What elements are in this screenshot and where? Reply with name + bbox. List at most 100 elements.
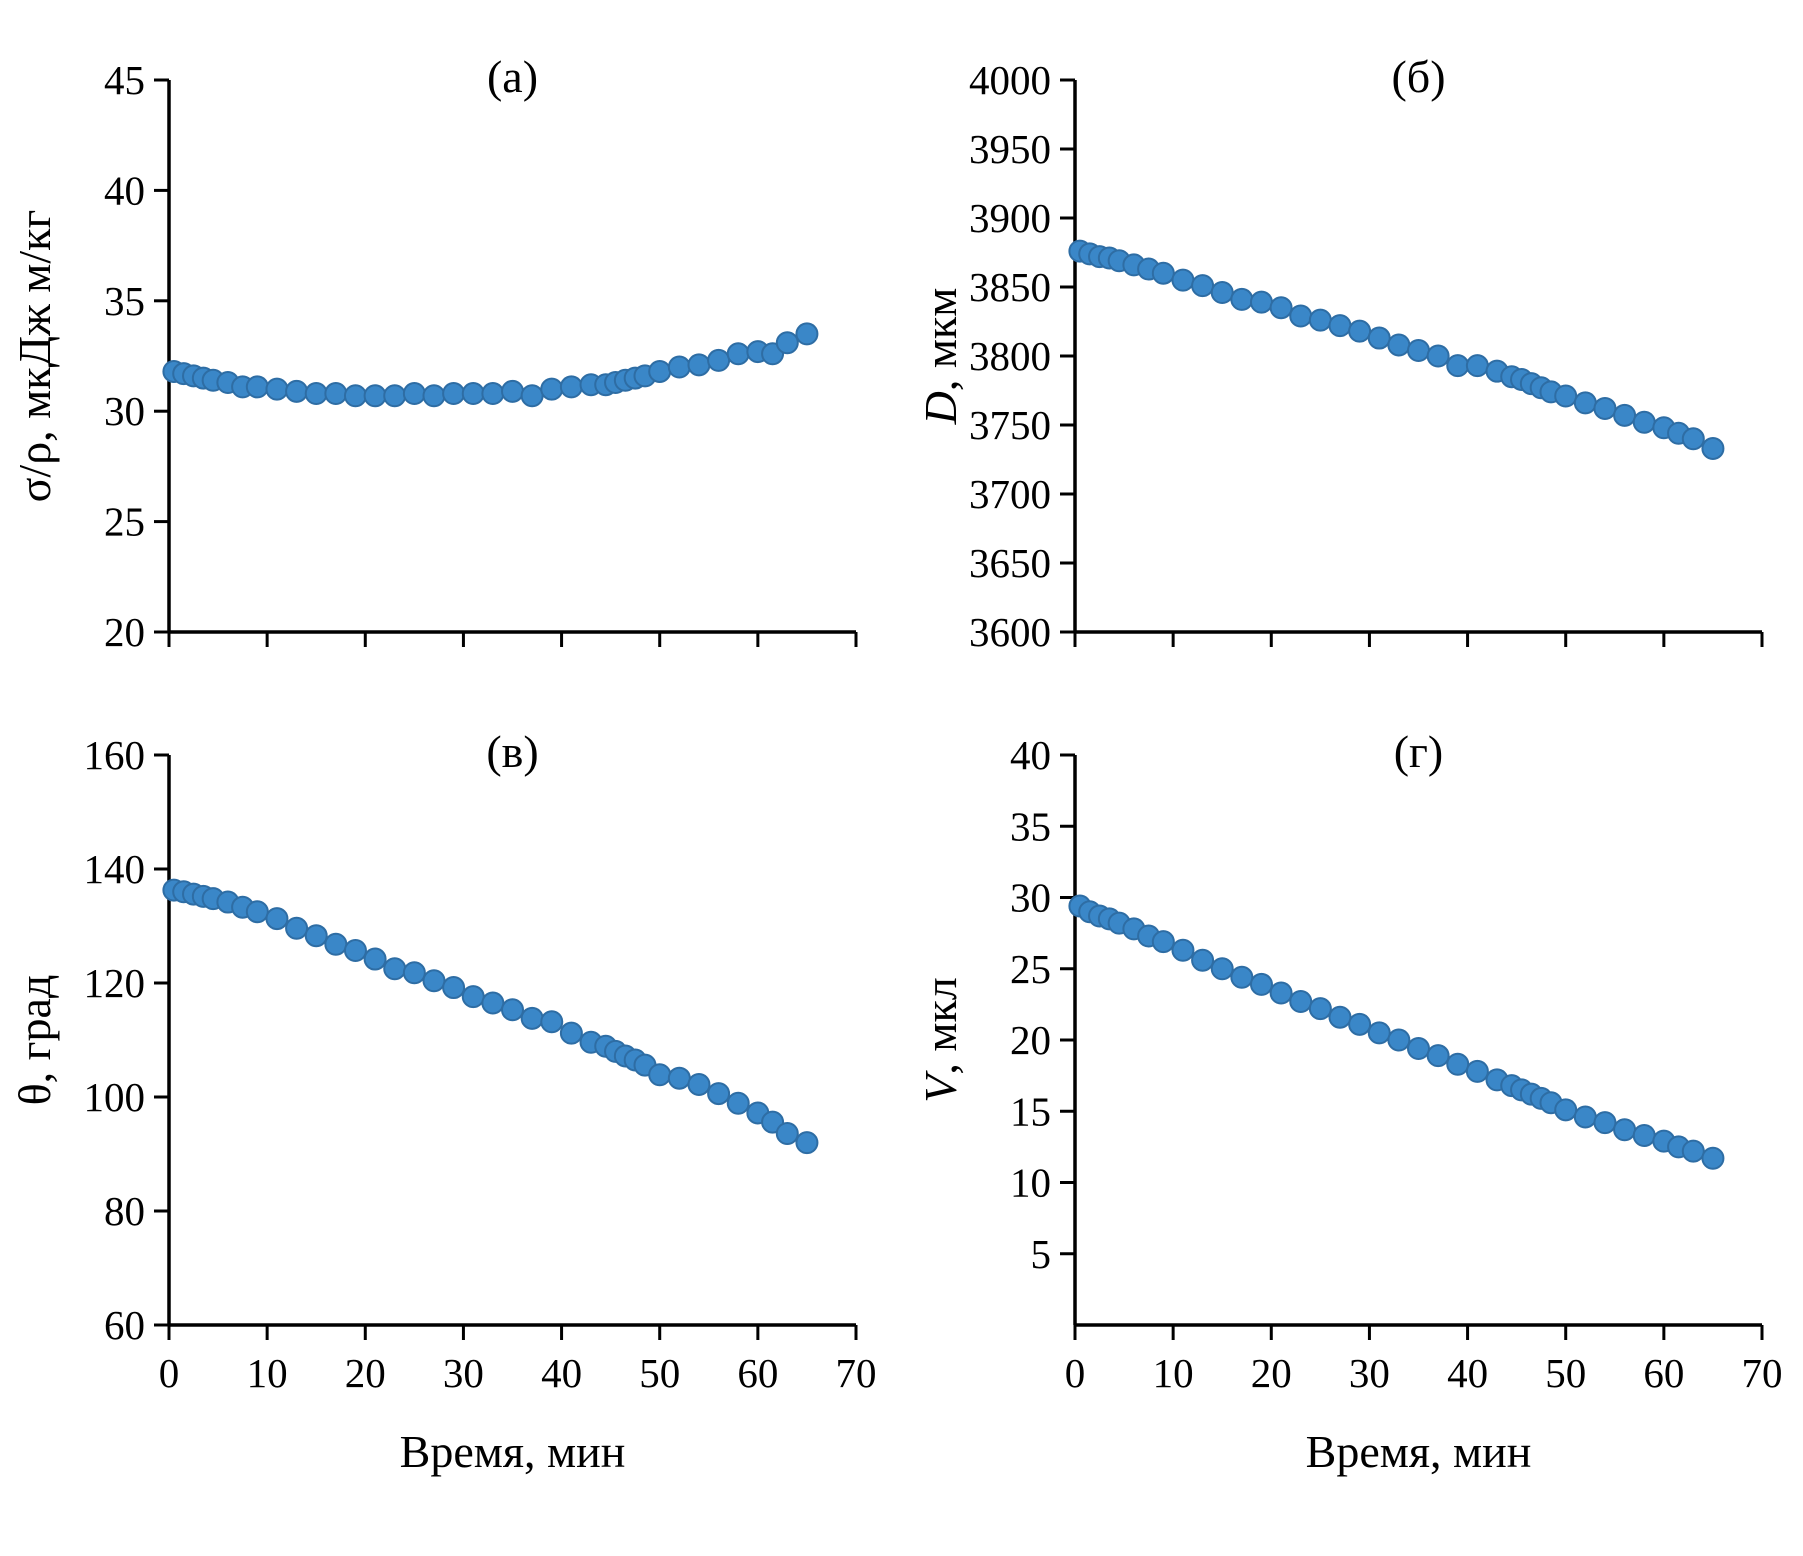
data-point <box>1249 972 1273 996</box>
panel-title: (б) <box>1391 51 1445 102</box>
data-point <box>559 375 583 399</box>
panel-a-scatter-chart: 20 25 30 35 40 45 (а) σ/ρ, мкДж м/кг <box>4 18 894 668</box>
data-point <box>265 907 289 931</box>
y-tick-label: 3900 <box>969 195 1051 241</box>
data-point <box>402 382 426 406</box>
x-tick-label: 70 <box>1742 1350 1783 1396</box>
data-point <box>1446 1052 1470 1076</box>
data-point <box>324 932 348 956</box>
data-point <box>1407 1037 1430 1061</box>
data-point <box>1328 1005 1352 1029</box>
data-point <box>648 359 672 383</box>
y-tick-label: 35 <box>1010 803 1051 849</box>
data-point <box>559 1021 583 1045</box>
data-point <box>1191 274 1215 298</box>
x-axis-title: Время, мин <box>1306 1426 1532 1477</box>
data-point <box>343 939 367 963</box>
data-point <box>481 382 505 406</box>
data-point <box>1230 965 1254 989</box>
data-point <box>363 947 387 971</box>
data-point <box>1593 396 1617 420</box>
data-point <box>1387 1028 1411 1052</box>
data-point <box>1701 1146 1725 1170</box>
y-tick-label: 160 <box>84 732 146 778</box>
data-point <box>707 348 731 372</box>
panel-b-scatter-chart: 3600 3650 3700 3750 3800 3850 3900 3950 4000 (б) D… <box>910 18 1800 668</box>
y-tick-label: 3950 <box>969 126 1051 172</box>
data-point <box>1210 281 1234 305</box>
data-point <box>687 353 711 377</box>
y-tick-label: 25 <box>1010 946 1051 992</box>
data-point <box>520 1006 544 1030</box>
data-point <box>461 985 485 1009</box>
figure-grid: 20 25 30 35 40 45 (а) σ/ρ, мкДж м/кг 3600 3650 37… <box>4 18 1800 1513</box>
data-point <box>1554 384 1578 408</box>
data-point <box>1191 948 1215 972</box>
data-point <box>304 924 328 948</box>
y-tick-label: 20 <box>1010 1017 1051 1063</box>
data-point <box>1230 287 1254 311</box>
data-point <box>1387 333 1411 357</box>
data-point <box>1308 997 1332 1021</box>
x-tick-label: 70 <box>836 1350 877 1396</box>
data-point <box>520 384 544 408</box>
y-tick-label: 35 <box>104 278 145 324</box>
data-point <box>1426 1044 1450 1068</box>
data-point <box>1446 354 1470 378</box>
x-tick-label: 0 <box>1065 1350 1086 1396</box>
y-tick-label: 3850 <box>969 264 1051 310</box>
y-tick-label: 40 <box>1010 732 1051 778</box>
data-point <box>1593 1111 1617 1135</box>
data-point <box>1328 314 1352 338</box>
y-tick-label: 10 <box>1010 1160 1051 1206</box>
x-tick-label: 20 <box>1251 1350 1292 1396</box>
panel-title: (в) <box>486 726 538 777</box>
data-point <box>540 377 564 401</box>
data-point <box>1367 1021 1391 1045</box>
data-point <box>707 1082 731 1106</box>
data-point <box>1348 1012 1372 1036</box>
x-tick-label: 40 <box>1447 1350 1488 1396</box>
data-point <box>775 1121 799 1145</box>
data-point <box>363 384 387 408</box>
data-point <box>795 1131 819 1155</box>
panel-g-scatter-chart: 5 10 15 20 25 30 35 40 0 10 20 30 40 50 60 70 Время, мин… <box>910 693 1800 1513</box>
x-axis-title: Время, мин <box>400 1426 626 1477</box>
data-point <box>1308 308 1332 332</box>
data-point <box>1348 319 1372 343</box>
data-point <box>1632 1123 1656 1147</box>
x-tick-label: 10 <box>1153 1350 1194 1396</box>
y-tick-label: 3800 <box>969 333 1051 379</box>
data-point <box>383 384 407 408</box>
data-point <box>1289 990 1313 1014</box>
data-point <box>422 969 446 993</box>
y-tick-label: 80 <box>104 1188 145 1234</box>
y-tick-label: 30 <box>104 388 145 434</box>
y-tick-label: 40 <box>104 167 145 213</box>
data-point <box>1171 268 1195 292</box>
y-tick-label: 60 <box>104 1302 145 1348</box>
y-tick-label: 4000 <box>969 57 1051 103</box>
data-point <box>1681 1139 1705 1163</box>
data-point <box>1613 1118 1637 1142</box>
data-point <box>265 377 289 401</box>
data-point <box>775 331 799 355</box>
y-tick-label: 3750 <box>969 402 1051 448</box>
y-tick-label: 3700 <box>969 471 1051 517</box>
data-point <box>1151 261 1175 285</box>
data-point <box>1249 290 1273 314</box>
data-point <box>501 379 524 403</box>
x-tick-label: 50 <box>639 1350 680 1396</box>
data-point <box>442 382 466 406</box>
y-tick-label: 140 <box>84 846 146 892</box>
data-point <box>481 991 505 1015</box>
data-point <box>304 382 328 406</box>
data-point <box>1465 1059 1489 1083</box>
data-point <box>1151 930 1175 954</box>
data-point <box>1269 296 1293 320</box>
x-tick-label: 30 <box>1349 1350 1390 1396</box>
x-tick-label: 10 <box>247 1350 288 1396</box>
data-point <box>324 382 348 406</box>
data-point <box>245 375 269 399</box>
data-point <box>726 1091 750 1115</box>
